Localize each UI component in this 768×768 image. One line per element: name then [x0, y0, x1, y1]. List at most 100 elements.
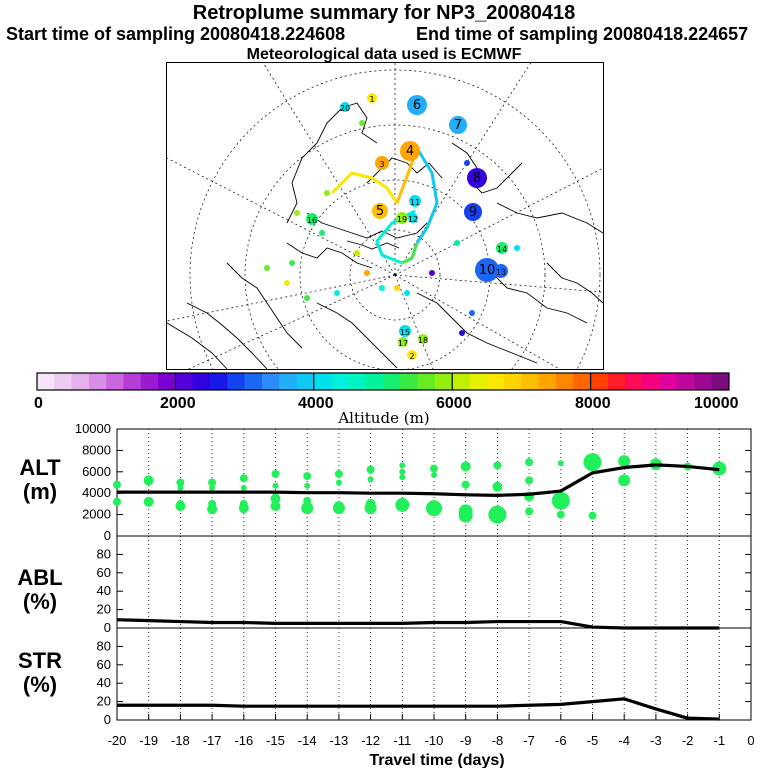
start-time-label: Start time of sampling 20080418.224608	[6, 24, 346, 44]
plume-dot	[399, 325, 411, 337]
plume-label: 17	[398, 339, 408, 348]
altitude-cluster-dot	[367, 476, 374, 483]
colorbar-swatch	[625, 373, 643, 390]
coastlines	[167, 102, 603, 369]
colorbar-label-4000: 4000	[298, 395, 334, 412]
colorbar-swatch	[192, 373, 211, 390]
plume-dot-small	[469, 310, 475, 316]
coastline	[226, 262, 303, 349]
altitude-cluster-dot	[399, 474, 406, 481]
meridian	[394, 274, 561, 369]
altitude-cluster-dot	[618, 474, 631, 487]
colorbar-swatch	[486, 373, 505, 390]
plume-dot	[467, 168, 487, 188]
plume-dot-small	[334, 290, 340, 296]
plume-dot	[464, 203, 482, 221]
y-tick-label: 2000	[82, 507, 111, 522]
altitude-cluster-dot	[270, 493, 281, 504]
colorbar-title: Altitude (m)	[338, 409, 430, 427]
altitude-cluster-dot	[335, 479, 342, 486]
plume-dot	[367, 93, 377, 103]
x-axis-label: Travel time (days)	[369, 752, 504, 768]
abl-panel-label: ABL (%)	[8, 566, 72, 614]
x-tick-label: -13	[330, 733, 349, 748]
x-tick-label: -4	[618, 733, 630, 748]
x-tick-label: -14	[298, 733, 317, 748]
plume-label: 10	[479, 263, 496, 278]
polar-map: 6 7 4 3 8 5 9 10 11 12 13 14 15 16 17 18 19 20 1 2	[166, 62, 604, 370]
altitude-cluster-dot	[143, 496, 154, 507]
y-tick-label: 20	[97, 602, 111, 617]
colorbar-swatch	[434, 373, 453, 390]
plume-label: 4	[406, 144, 414, 159]
plume-dot	[396, 212, 408, 224]
altitude-cluster-dot	[177, 484, 184, 491]
colorbar-swatch	[677, 373, 695, 390]
plume-dot	[398, 337, 408, 347]
altitude-cluster-dot	[551, 491, 570, 510]
plume-label: 20	[340, 104, 350, 113]
x-tick-label: -6	[555, 733, 567, 748]
end-time-label: End time of sampling 20080418.224657	[416, 24, 749, 44]
plume-dot-small	[364, 270, 370, 276]
altitude-cluster-dot	[143, 475, 154, 486]
altitude-cluster-dot	[488, 505, 507, 524]
x-tick-label: 0	[747, 733, 754, 748]
colorbar-swatch	[244, 373, 263, 390]
colorbar-swatch	[123, 373, 142, 390]
colorbar-label-10000: 10000	[694, 395, 739, 412]
coastline	[546, 262, 603, 304]
plume-dot	[400, 141, 420, 161]
plume-label: 14	[497, 245, 507, 254]
colorbar-swatch	[296, 373, 315, 390]
colorbar-swatch	[71, 373, 90, 390]
meridian	[167, 157, 396, 276]
trajectory-segment	[330, 171, 399, 204]
y-tick-label: 0	[104, 712, 111, 727]
colorbar-swatch	[158, 373, 176, 390]
plume-label: 1	[369, 95, 374, 104]
altitude-cluster-dot	[301, 502, 314, 515]
colorbar-swatch	[313, 373, 332, 390]
y-tick-label: 60	[97, 657, 111, 672]
x-tick-label: -8	[492, 733, 504, 748]
colorbar-swatch	[417, 373, 436, 390]
x-tick-label: -17	[203, 733, 222, 748]
alt-panel-label-line2: (m)	[22, 479, 58, 504]
altitude-cluster-dot	[240, 484, 247, 491]
y-tick-label: 4000	[82, 485, 111, 500]
altitude-cluster-dot	[334, 469, 343, 478]
series-line-str	[117, 697, 720, 721]
plume-label: 16	[307, 216, 317, 225]
altitude-cluster-dot	[395, 497, 410, 512]
y-tick-label: 6000	[82, 464, 111, 479]
plume-label: 15	[400, 328, 410, 337]
plume-dot-small	[429, 270, 435, 276]
coastline	[496, 202, 603, 234]
plume-dot-small	[379, 285, 385, 291]
colorbar-swatch	[37, 373, 55, 390]
plume-dot	[408, 213, 418, 223]
altitude-cluster-dot	[525, 476, 534, 485]
colorbar-swatch	[659, 373, 678, 390]
plume-dot	[409, 195, 421, 207]
x-tick-label: -10	[425, 733, 444, 748]
y-tick-label: 0	[104, 620, 111, 635]
altitude-cluster-dot	[303, 472, 312, 481]
coastline	[306, 212, 428, 239]
plume-label: 6	[413, 98, 421, 113]
altitude-cluster-dot	[238, 503, 249, 514]
altitude-cluster-dot	[270, 501, 281, 512]
colorbar-swatch	[573, 373, 592, 390]
altitude-colorbar	[36, 372, 730, 391]
plume-label: 12	[408, 215, 418, 224]
str-panel-label-line2: (%)	[22, 672, 58, 697]
colorbar-swatch	[279, 373, 297, 390]
plume-dot-small	[304, 295, 310, 301]
x-tick-label: -16	[234, 733, 253, 748]
colorbar-swatch	[175, 373, 194, 390]
meridian	[188, 274, 396, 369]
altitude-cluster-dot	[304, 482, 311, 489]
altitude-cluster-dot	[431, 472, 437, 479]
plume-label: 19	[397, 215, 407, 224]
